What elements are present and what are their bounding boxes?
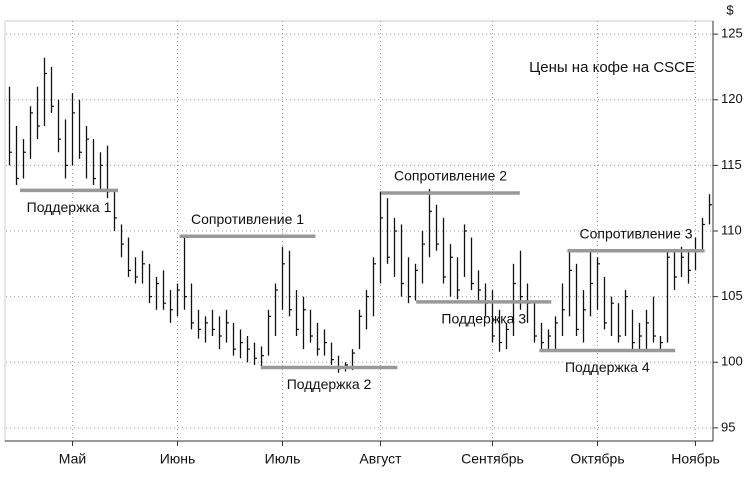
level-label: Поддержка 1 [27,199,112,215]
x-tick-label: Сентябрь [461,451,524,467]
y-tick-label: 95 [721,419,735,434]
y-tick-label: 105 [721,288,743,303]
chart-title: Цены на кофе на CSCE [529,59,695,76]
x-tick-label: Июнь [160,451,196,467]
level-label: Сопротивление 3 [579,225,692,241]
level-label: Поддержка 3 [441,311,526,327]
level-label: Поддержка 2 [287,376,372,392]
level-label: Сопротивление 2 [394,168,507,184]
x-tick-label: Август [359,451,402,467]
y-axis-label: $ [726,2,734,17]
y-tick-label: 100 [721,354,743,369]
y-tick-label: 120 [721,91,743,106]
x-tick-label: Май [59,451,86,467]
y-tick-label: 110 [721,222,742,237]
x-tick-label: Июль [265,451,301,467]
y-tick-label: 115 [721,157,742,172]
level-label: Поддержка 4 [565,359,650,375]
x-tick-label: Октябрь [570,451,624,467]
y-tick-label: 125 [721,26,743,41]
level-label: Сопротивление 1 [191,211,304,227]
x-tick-label: Ноябрь [671,451,720,467]
